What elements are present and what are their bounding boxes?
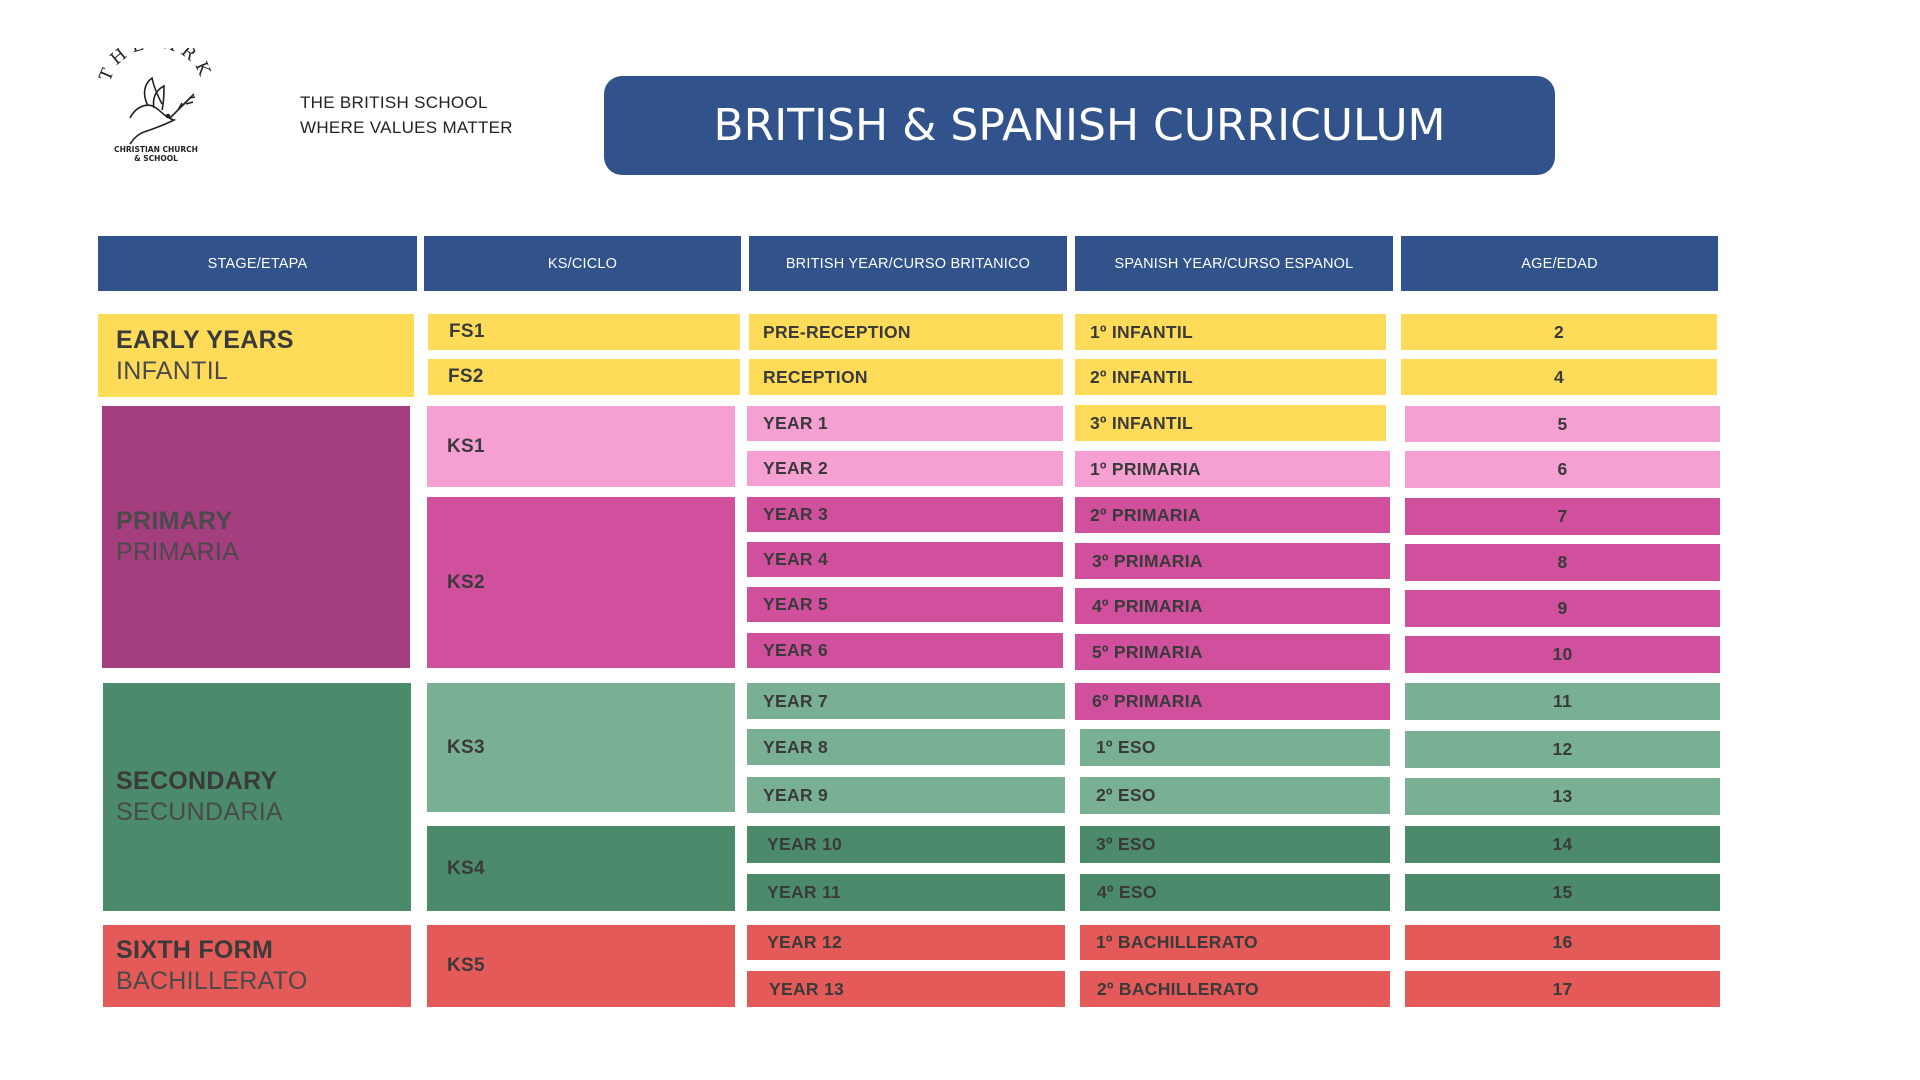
age-cell: 6: [1405, 451, 1720, 488]
svg-text:CHRISTIAN CHURCH: CHRISTIAN CHURCH: [114, 145, 198, 154]
stage-primary: PRIMARY PRIMARIA: [102, 406, 410, 668]
stage-early-years: EARLY YEARS INFANTIL: [98, 314, 414, 397]
stage-secondary: SECONDARY SECUNDARIA: [103, 683, 411, 911]
british-year-cell: YEAR 13: [747, 971, 1065, 1007]
spanish-year-cell: 6º PRIMARIA: [1075, 683, 1390, 720]
age-cell: 7: [1405, 498, 1720, 535]
age-cell: 13: [1405, 778, 1720, 815]
british-year-cell: RECEPTION: [749, 359, 1063, 395]
british-year-cell: YEAR 5: [747, 587, 1063, 622]
stage-name: SECONDARY: [116, 767, 278, 795]
age-cell: 14: [1405, 826, 1720, 863]
svg-text:& SCHOOL: & SCHOOL: [134, 154, 178, 163]
svg-text:THE ARK: THE ARK: [96, 48, 216, 84]
ks-cell-fs1: FS1: [428, 314, 740, 350]
british-year-cell: PRE-RECEPTION: [749, 314, 1063, 350]
ks-cell-ks5: KS5: [427, 925, 735, 1007]
age-cell: 17: [1405, 971, 1720, 1007]
ks-cell-ks1: KS1: [427, 406, 735, 487]
header-british-year: BRITISH YEAR/CURSO BRITANICO: [749, 236, 1067, 291]
age-cell: 2: [1401, 314, 1717, 350]
stage-name: EARLY YEARS: [116, 325, 294, 354]
stage-sub: BACHILLERATO: [116, 967, 308, 995]
ks-cell-ks3: KS3: [427, 683, 735, 812]
ks-cell-ks4: KS4: [427, 826, 735, 911]
british-year-cell: YEAR 10: [747, 826, 1065, 863]
british-year-cell: YEAR 3: [747, 497, 1063, 532]
header-stage: STAGE/ETAPA: [98, 236, 417, 291]
tagline-line-2: WHERE VALUES MATTER: [300, 118, 513, 137]
dove-logo-icon: THE ARK CHRISTIAN CHURCH & SCHOOL: [96, 48, 216, 163]
school-tagline: THE BRITISH SCHOOL WHERE VALUES MATTER: [300, 90, 513, 140]
tagline-line-1: THE BRITISH SCHOOL: [300, 93, 488, 112]
age-cell: 9: [1405, 590, 1720, 627]
spanish-year-cell: 1º PRIMARIA: [1075, 451, 1390, 487]
spanish-year-cell: 4º PRIMARIA: [1075, 588, 1390, 624]
stage-sub: PRIMARIA: [116, 538, 240, 566]
spanish-year-cell: 3º INFANTIL: [1075, 405, 1386, 441]
spanish-year-cell: 1º BACHILLERATO: [1080, 925, 1390, 960]
age-cell: 4: [1401, 359, 1717, 395]
stage-name: PRIMARY: [116, 507, 233, 535]
british-year-cell: YEAR 4: [747, 542, 1063, 577]
british-year-cell: YEAR 1: [747, 406, 1063, 441]
header-spanish-year: SPANISH YEAR/CURSO ESPANOL: [1075, 236, 1393, 291]
spanish-year-cell: 2º PRIMARIA: [1075, 497, 1390, 533]
age-cell: 16: [1405, 925, 1720, 960]
british-year-cell: YEAR 7: [747, 683, 1065, 719]
age-cell: 15: [1405, 874, 1720, 911]
british-year-cell: YEAR 9: [747, 777, 1065, 813]
header-ks: KS/CICLO: [424, 236, 741, 291]
spanish-year-cell: 3º PRIMARIA: [1075, 543, 1390, 579]
spanish-year-cell: 2º BACHILLERATO: [1080, 971, 1390, 1007]
stage-sub: INFANTIL: [116, 356, 229, 385]
spanish-year-cell: 3º ESO: [1080, 826, 1390, 863]
age-cell: 5: [1405, 406, 1720, 442]
british-year-cell: YEAR 11: [747, 874, 1065, 911]
header-age: AGE/EDAD: [1401, 236, 1718, 291]
ks-cell-ks2: KS2: [427, 497, 735, 668]
spanish-year-cell: 2º ESO: [1080, 777, 1390, 814]
school-logo: THE ARK CHRISTIAN CHURCH & SCHOOL: [96, 48, 216, 163]
ks-cell-fs2: FS2: [428, 359, 740, 395]
age-cell: 8: [1405, 544, 1720, 581]
age-cell: 11: [1405, 683, 1720, 720]
page-title: BRITISH & SPANISH CURRICULUM: [604, 76, 1555, 175]
spanish-year-cell: 1º INFANTIL: [1075, 314, 1386, 350]
stage-name: SIXTH FORM: [116, 936, 274, 964]
british-year-cell: YEAR 8: [747, 729, 1065, 765]
spanish-year-cell: 4º ESO: [1080, 874, 1390, 911]
british-year-cell: YEAR 6: [747, 633, 1063, 668]
age-cell: 10: [1405, 636, 1720, 673]
spanish-year-cell: 5º PRIMARIA: [1075, 634, 1390, 670]
spanish-year-cell: 2º INFANTIL: [1075, 359, 1386, 395]
stage-sixth-form: SIXTH FORM BACHILLERATO: [103, 925, 411, 1007]
british-year-cell: YEAR 2: [747, 451, 1063, 486]
british-year-cell: YEAR 12: [747, 925, 1065, 960]
age-cell: 12: [1405, 731, 1720, 768]
spanish-year-cell: 1º ESO: [1080, 729, 1390, 766]
stage-sub: SECUNDARIA: [116, 798, 283, 826]
